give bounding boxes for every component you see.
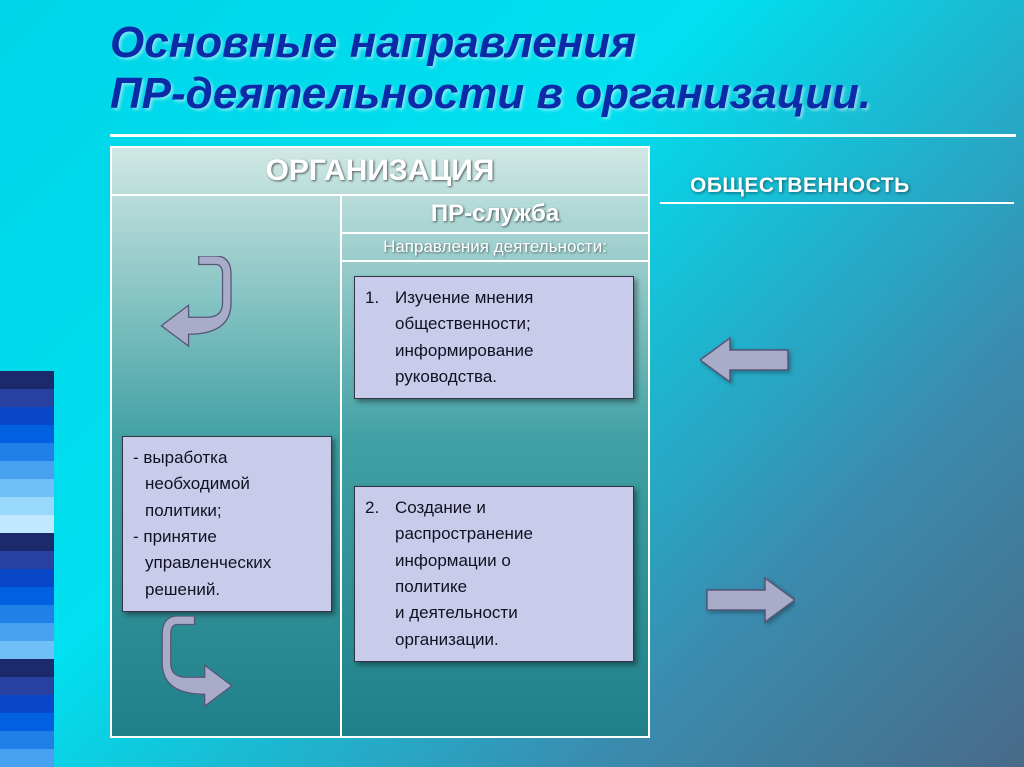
organization-panel: ОРГАНИЗАЦИЯ - выработка необходимой поли…	[110, 146, 650, 738]
policy-line: решений.	[133, 577, 321, 603]
curved-arrow-icon	[152, 616, 242, 716]
item-number: 1.	[365, 285, 395, 390]
title-line-2: ПР-деятельности в организации.	[110, 69, 1004, 120]
policy-line: политики;	[133, 498, 321, 524]
policy-line: - принятие	[133, 524, 321, 550]
title-underline	[110, 134, 1016, 137]
activity-item-1: 1. Изучение мнения общественности; инфор…	[354, 276, 634, 399]
policy-line: необходимой	[133, 471, 321, 497]
organization-body: - выработка необходимой политики; - прин…	[112, 194, 648, 736]
corner-decoration	[0, 371, 54, 767]
public-label: ОБЩЕСТВЕННОСТЬ	[690, 174, 910, 198]
organization-left-column: - выработка необходимой политики; - прин…	[112, 196, 342, 736]
policy-box: - выработка необходимой политики; - прин…	[122, 436, 332, 612]
organization-header: ОРГАНИЗАЦИЯ	[112, 148, 648, 194]
activity-item-2: 2. Создание и распространение информации…	[354, 486, 634, 662]
policy-line: - выработка	[133, 445, 321, 471]
title-line-1: Основные направления	[110, 18, 1004, 69]
organization-right-column: ПР-служба Направления деятельности: 1. И…	[342, 196, 648, 736]
pr-directions-label: Направления деятельности:	[342, 232, 648, 262]
policy-line: управленческих	[133, 550, 321, 576]
public-underline	[660, 202, 1014, 204]
curved-arrow-icon	[152, 256, 242, 356]
arrow-right-icon	[700, 570, 795, 630]
item-text: Изучение мнения общественности; информир…	[395, 285, 623, 390]
arrow-left-icon	[700, 330, 795, 390]
slide-title: Основные направления ПР-деятельности в о…	[110, 18, 1004, 119]
pr-service-header: ПР-служба	[342, 196, 648, 232]
item-text: Создание и распространение информации о …	[395, 495, 623, 653]
item-number: 2.	[365, 495, 395, 653]
